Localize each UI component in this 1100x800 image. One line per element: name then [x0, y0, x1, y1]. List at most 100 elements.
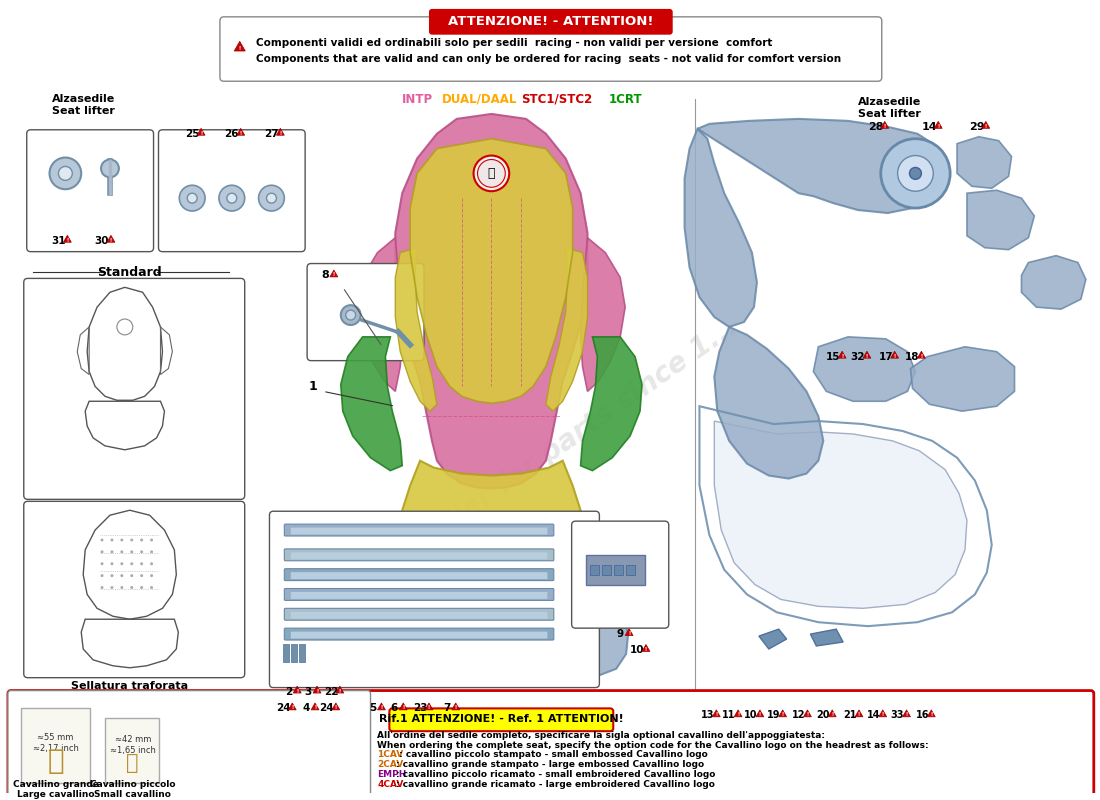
Polygon shape	[314, 686, 321, 693]
Circle shape	[120, 562, 123, 566]
FancyBboxPatch shape	[284, 608, 553, 620]
Bar	[21, 708, 90, 782]
Circle shape	[140, 550, 143, 554]
Polygon shape	[957, 137, 1012, 188]
Polygon shape	[917, 351, 925, 358]
Polygon shape	[294, 686, 301, 693]
Text: !: !	[628, 631, 630, 636]
Text: 🐴: 🐴	[487, 167, 495, 180]
Polygon shape	[779, 710, 786, 717]
Polygon shape	[1022, 256, 1086, 309]
FancyBboxPatch shape	[26, 130, 154, 252]
Text: !: !	[110, 238, 112, 242]
FancyBboxPatch shape	[24, 278, 244, 499]
Polygon shape	[234, 42, 245, 51]
Text: 33: 33	[891, 710, 904, 720]
Circle shape	[150, 586, 153, 589]
FancyBboxPatch shape	[389, 708, 614, 731]
Text: !: !	[858, 712, 860, 718]
Text: 27: 27	[264, 129, 278, 138]
Polygon shape	[452, 703, 460, 710]
Text: !: !	[66, 238, 68, 242]
Text: !: !	[984, 124, 987, 129]
Text: 23: 23	[412, 703, 427, 714]
Polygon shape	[967, 190, 1034, 250]
FancyBboxPatch shape	[429, 9, 673, 34]
FancyBboxPatch shape	[572, 521, 669, 628]
Circle shape	[140, 574, 143, 577]
Text: !: !	[937, 124, 939, 129]
Text: 4: 4	[302, 703, 310, 714]
Bar	[292, 644, 297, 662]
Polygon shape	[862, 351, 871, 358]
Polygon shape	[684, 129, 757, 327]
Text: !: !	[921, 354, 923, 358]
Polygon shape	[903, 710, 911, 717]
Polygon shape	[625, 629, 634, 635]
Text: 32: 32	[850, 352, 866, 362]
Polygon shape	[400, 461, 583, 598]
Text: 31: 31	[52, 236, 66, 246]
Text: Rif.1 ATTENZIONE! - Ref. 1 ATTENTION!: Rif.1 ATTENZIONE! - Ref. 1 ATTENTION!	[378, 714, 624, 724]
Circle shape	[150, 562, 153, 566]
Text: !: !	[339, 689, 341, 694]
Text: Seat lifter: Seat lifter	[858, 109, 921, 119]
Polygon shape	[377, 703, 385, 710]
Polygon shape	[756, 710, 763, 717]
FancyBboxPatch shape	[270, 511, 600, 687]
Bar	[284, 644, 289, 662]
Text: 13: 13	[701, 710, 714, 720]
Text: !: !	[292, 706, 294, 710]
Text: 25: 25	[185, 129, 199, 138]
Circle shape	[110, 586, 113, 589]
Circle shape	[150, 538, 153, 542]
Polygon shape	[911, 346, 1014, 411]
Polygon shape	[855, 710, 862, 717]
Circle shape	[100, 574, 103, 577]
Circle shape	[266, 193, 276, 203]
Polygon shape	[336, 686, 344, 693]
Text: 4CAV: 4CAV	[377, 780, 404, 789]
Circle shape	[110, 550, 113, 554]
Circle shape	[50, 158, 81, 190]
Polygon shape	[581, 238, 625, 391]
Polygon shape	[934, 122, 943, 128]
Polygon shape	[982, 122, 990, 128]
Text: 29: 29	[969, 122, 984, 132]
Circle shape	[341, 305, 361, 325]
Text: !: !	[832, 712, 834, 718]
FancyBboxPatch shape	[290, 572, 548, 579]
Circle shape	[881, 138, 950, 208]
Text: 14: 14	[922, 122, 937, 132]
Polygon shape	[879, 710, 887, 717]
Polygon shape	[330, 270, 338, 277]
Text: Standard: Standard	[98, 266, 162, 279]
Text: !: !	[715, 712, 717, 718]
Text: !: !	[296, 689, 298, 694]
Text: !: !	[893, 354, 895, 358]
Text: 19: 19	[767, 710, 781, 720]
Text: 10: 10	[630, 645, 645, 655]
Polygon shape	[714, 421, 967, 608]
Circle shape	[474, 155, 509, 191]
FancyBboxPatch shape	[307, 263, 424, 361]
Circle shape	[100, 562, 103, 566]
Text: Components that are valid and can only be ordered for racing  seats - not valid : Components that are valid and can only b…	[255, 54, 840, 65]
Text: !: !	[454, 706, 456, 710]
Polygon shape	[354, 586, 628, 686]
Polygon shape	[734, 710, 742, 717]
Text: 28: 28	[868, 122, 883, 132]
Text: 14: 14	[867, 710, 881, 720]
Text: 1: 1	[309, 380, 318, 393]
Circle shape	[120, 550, 123, 554]
Polygon shape	[288, 703, 296, 710]
Text: 21: 21	[844, 710, 857, 720]
Text: Cavallino grande
Large cavallino: Cavallino grande Large cavallino	[12, 780, 98, 799]
Circle shape	[100, 586, 103, 589]
FancyBboxPatch shape	[290, 612, 548, 618]
Bar	[614, 565, 624, 574]
Text: 22: 22	[323, 686, 338, 697]
Polygon shape	[697, 119, 947, 213]
Text: 11: 11	[723, 710, 736, 720]
FancyBboxPatch shape	[290, 632, 548, 638]
